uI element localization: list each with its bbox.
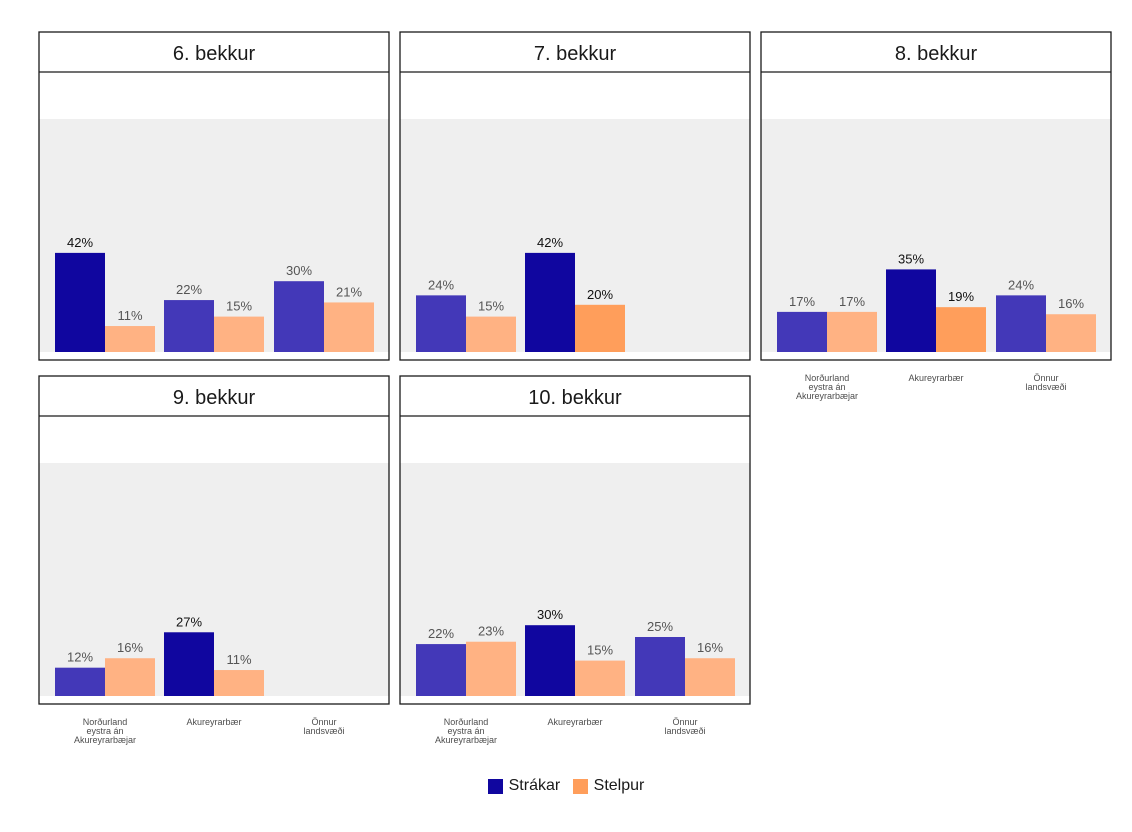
data-label: 19% bbox=[948, 289, 974, 304]
data-label: 42% bbox=[537, 235, 563, 250]
bar bbox=[55, 252, 105, 352]
legend-swatch-stelpur bbox=[572, 778, 588, 794]
panel-title: 9. bekkur bbox=[173, 387, 256, 409]
panel-border bbox=[399, 375, 751, 705]
data-label: 22% bbox=[176, 282, 202, 297]
data-label: 30% bbox=[286, 263, 312, 278]
x-tick-label: Norðurland eystra án Akureyrarbæjar bbox=[74, 717, 136, 745]
bar bbox=[635, 637, 685, 696]
bar bbox=[936, 307, 986, 352]
bar bbox=[214, 670, 264, 696]
bar bbox=[575, 304, 625, 352]
data-label: 42% bbox=[67, 235, 93, 250]
data-label: 16% bbox=[697, 640, 723, 655]
panel-title: 8. bekkur bbox=[895, 43, 978, 65]
panel-5: 10. bekkur 22% 30% 25% 23% 15% 16% bbox=[399, 375, 751, 705]
bar bbox=[466, 641, 516, 696]
data-label: 23% bbox=[478, 624, 504, 639]
data-label: 24% bbox=[1008, 277, 1034, 292]
panel-border bbox=[38, 31, 390, 361]
x-tick-label: Önnur landsvæði bbox=[1025, 373, 1066, 392]
x-tick-label: Norðurland eystra án Akureyrarbæjar bbox=[435, 717, 497, 745]
bar bbox=[105, 658, 155, 696]
bar bbox=[214, 316, 264, 352]
panel-border bbox=[399, 31, 751, 361]
legend: Strákar Stelpur bbox=[0, 777, 1132, 799]
legend-item-strakar: Strákar bbox=[487, 777, 561, 795]
bar bbox=[55, 667, 105, 696]
legend-item-stelpur: Stelpur bbox=[572, 777, 645, 795]
data-label: 16% bbox=[117, 640, 143, 655]
data-label: 17% bbox=[789, 294, 815, 309]
panel-2: 7. bekkur 24% 42% 15% 20% bbox=[399, 31, 751, 361]
bar bbox=[886, 269, 936, 352]
legend-label-stelpur: Stelpur bbox=[593, 777, 645, 794]
bar bbox=[324, 302, 374, 352]
panel-border bbox=[760, 31, 1112, 361]
data-label: 11% bbox=[226, 652, 251, 667]
bar bbox=[274, 281, 324, 352]
x-tick-label: Akureyrarbær bbox=[547, 717, 602, 727]
bar bbox=[466, 316, 516, 352]
panel-border bbox=[38, 375, 390, 705]
plot-bottom-margin bbox=[39, 696, 389, 704]
bar bbox=[575, 660, 625, 696]
bar bbox=[777, 311, 827, 352]
x-tick-label: Önnur landsvæði bbox=[664, 717, 705, 736]
x-tick-label: Norðurland eystra án Akureyrarbæjar bbox=[796, 373, 858, 401]
faceted-bar-chart: 6. bekkur 42% 22% 30% 11% 15% 21% 7. bekkur 24% 4… bbox=[38, 31, 1112, 745]
panel-4: 9. bekkur 12% 27% 16% 11% bbox=[38, 375, 390, 705]
bar bbox=[1046, 314, 1096, 352]
plot-bottom-margin bbox=[400, 696, 750, 704]
panel-title: 7. bekkur bbox=[534, 43, 617, 65]
plot-bottom-margin bbox=[400, 352, 750, 360]
bar bbox=[164, 632, 214, 696]
bar bbox=[996, 295, 1046, 352]
data-label: 15% bbox=[587, 643, 613, 658]
legend-label-strakar: Strákar bbox=[508, 777, 561, 794]
x-tick-label: Önnur landsvæði bbox=[303, 717, 344, 736]
data-label: 17% bbox=[839, 294, 865, 309]
data-label: 16% bbox=[1058, 296, 1084, 311]
data-label: 21% bbox=[336, 284, 362, 299]
bar bbox=[827, 311, 877, 352]
bar bbox=[525, 625, 575, 696]
panel-title: 10. bekkur bbox=[528, 387, 622, 409]
panel-title: 6. bekkur bbox=[173, 43, 256, 65]
plot-bottom-margin bbox=[761, 352, 1111, 360]
data-label: 20% bbox=[587, 287, 613, 302]
bar bbox=[685, 658, 735, 696]
bar bbox=[164, 300, 214, 352]
data-label: 25% bbox=[647, 619, 673, 634]
bar bbox=[416, 295, 466, 352]
plot-bottom-margin bbox=[39, 352, 389, 360]
data-label: 12% bbox=[67, 650, 93, 665]
data-label: 15% bbox=[226, 299, 252, 314]
data-label: 24% bbox=[428, 277, 454, 292]
bar bbox=[525, 252, 575, 352]
data-label: 27% bbox=[176, 614, 202, 629]
legend-swatch-strakar bbox=[487, 778, 503, 794]
x-tick-label: Akureyrarbær bbox=[908, 373, 963, 383]
panel-3: 8. bekkur 17% 35% 24% 17% 19% 16% bbox=[760, 31, 1112, 361]
data-label: 35% bbox=[898, 251, 924, 266]
data-label: 22% bbox=[428, 626, 454, 641]
bar bbox=[416, 644, 466, 696]
data-label: 30% bbox=[537, 607, 563, 622]
data-label: 11% bbox=[117, 308, 142, 323]
data-label: 15% bbox=[478, 299, 504, 314]
x-tick-label: Akureyrarbær bbox=[186, 717, 241, 727]
bar bbox=[105, 326, 155, 352]
panel-1: 6. bekkur 42% 22% 30% 11% 15% 21% bbox=[38, 31, 390, 361]
